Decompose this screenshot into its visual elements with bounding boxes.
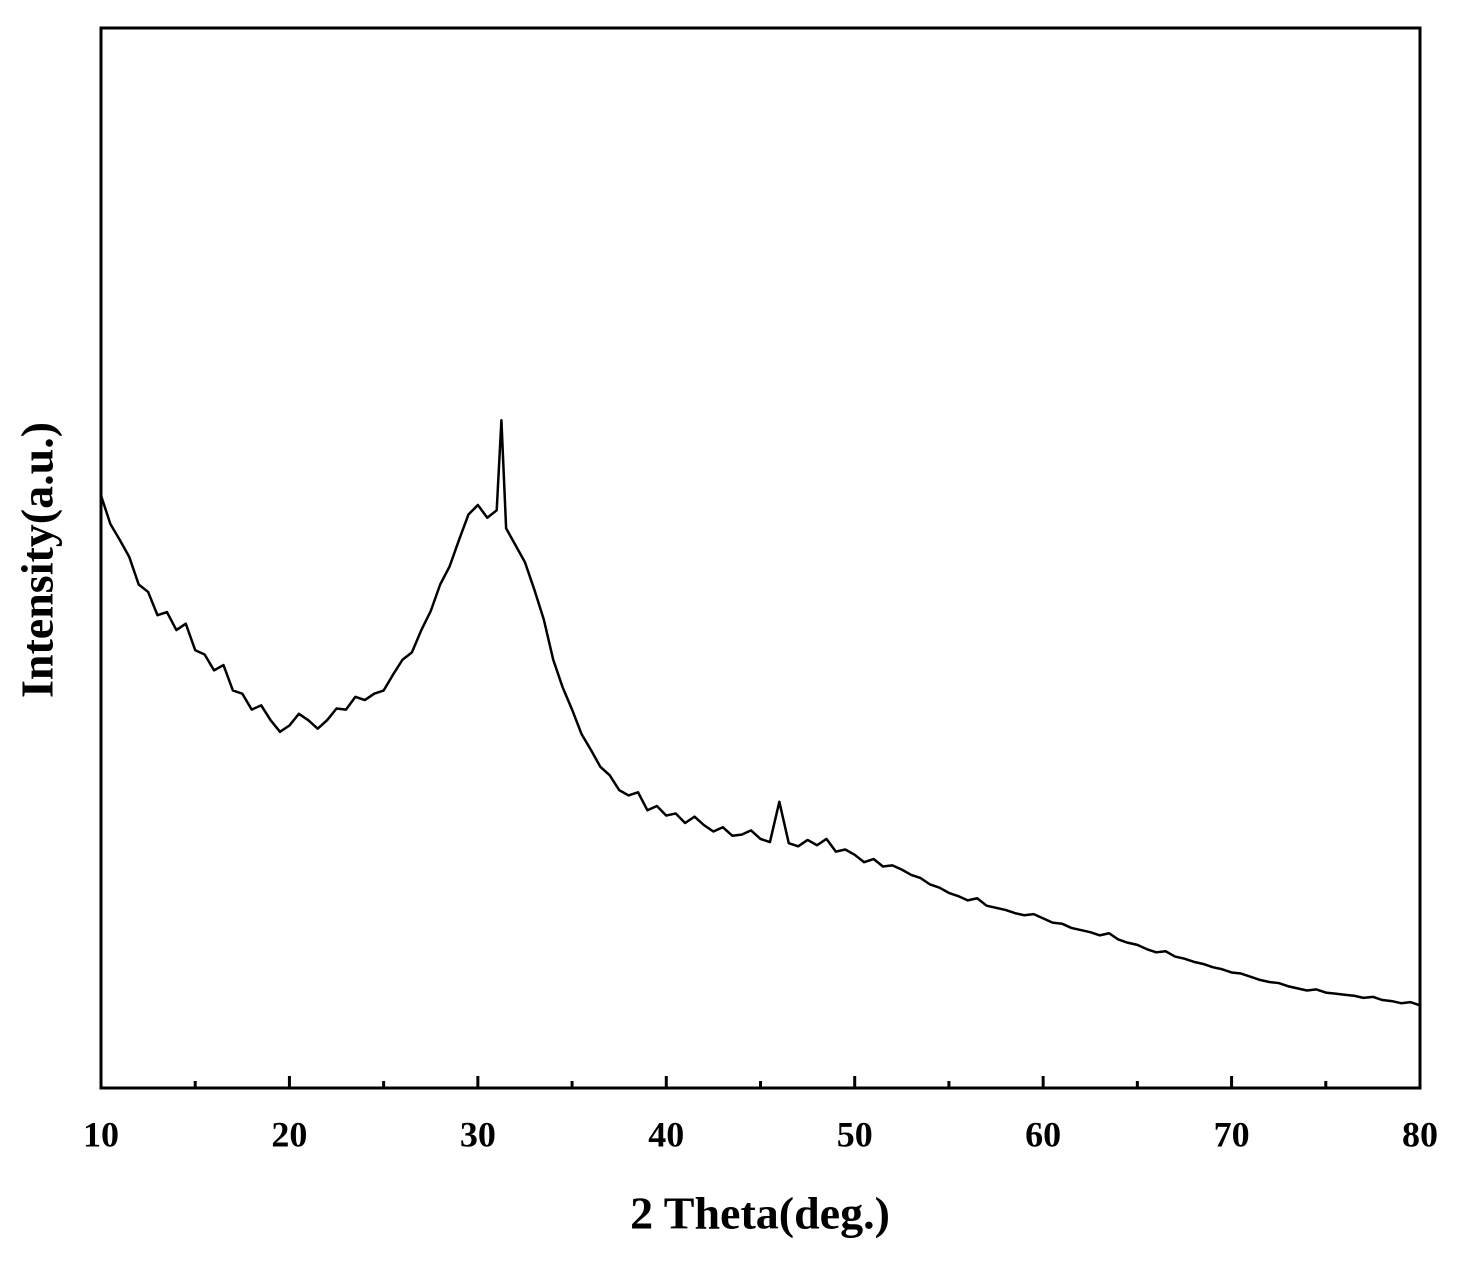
x-tick-label: 10 [83,1114,119,1154]
x-tick-label: 30 [460,1114,496,1154]
x-tick-label: 70 [1214,1114,1250,1154]
x-axis-label: 2 Theta(deg.) [630,1188,890,1239]
y-axis-label: Intensity(a.u.) [12,422,63,698]
x-tick-label: 20 [271,1114,307,1154]
x-tick-label: 80 [1402,1114,1438,1154]
x-tick-label: 60 [1025,1114,1061,1154]
x-tick-label: 40 [648,1114,684,1154]
data-line [99,418,1421,1007]
plot-frame [99,26,1422,1090]
x-tick-label: 50 [837,1114,873,1154]
